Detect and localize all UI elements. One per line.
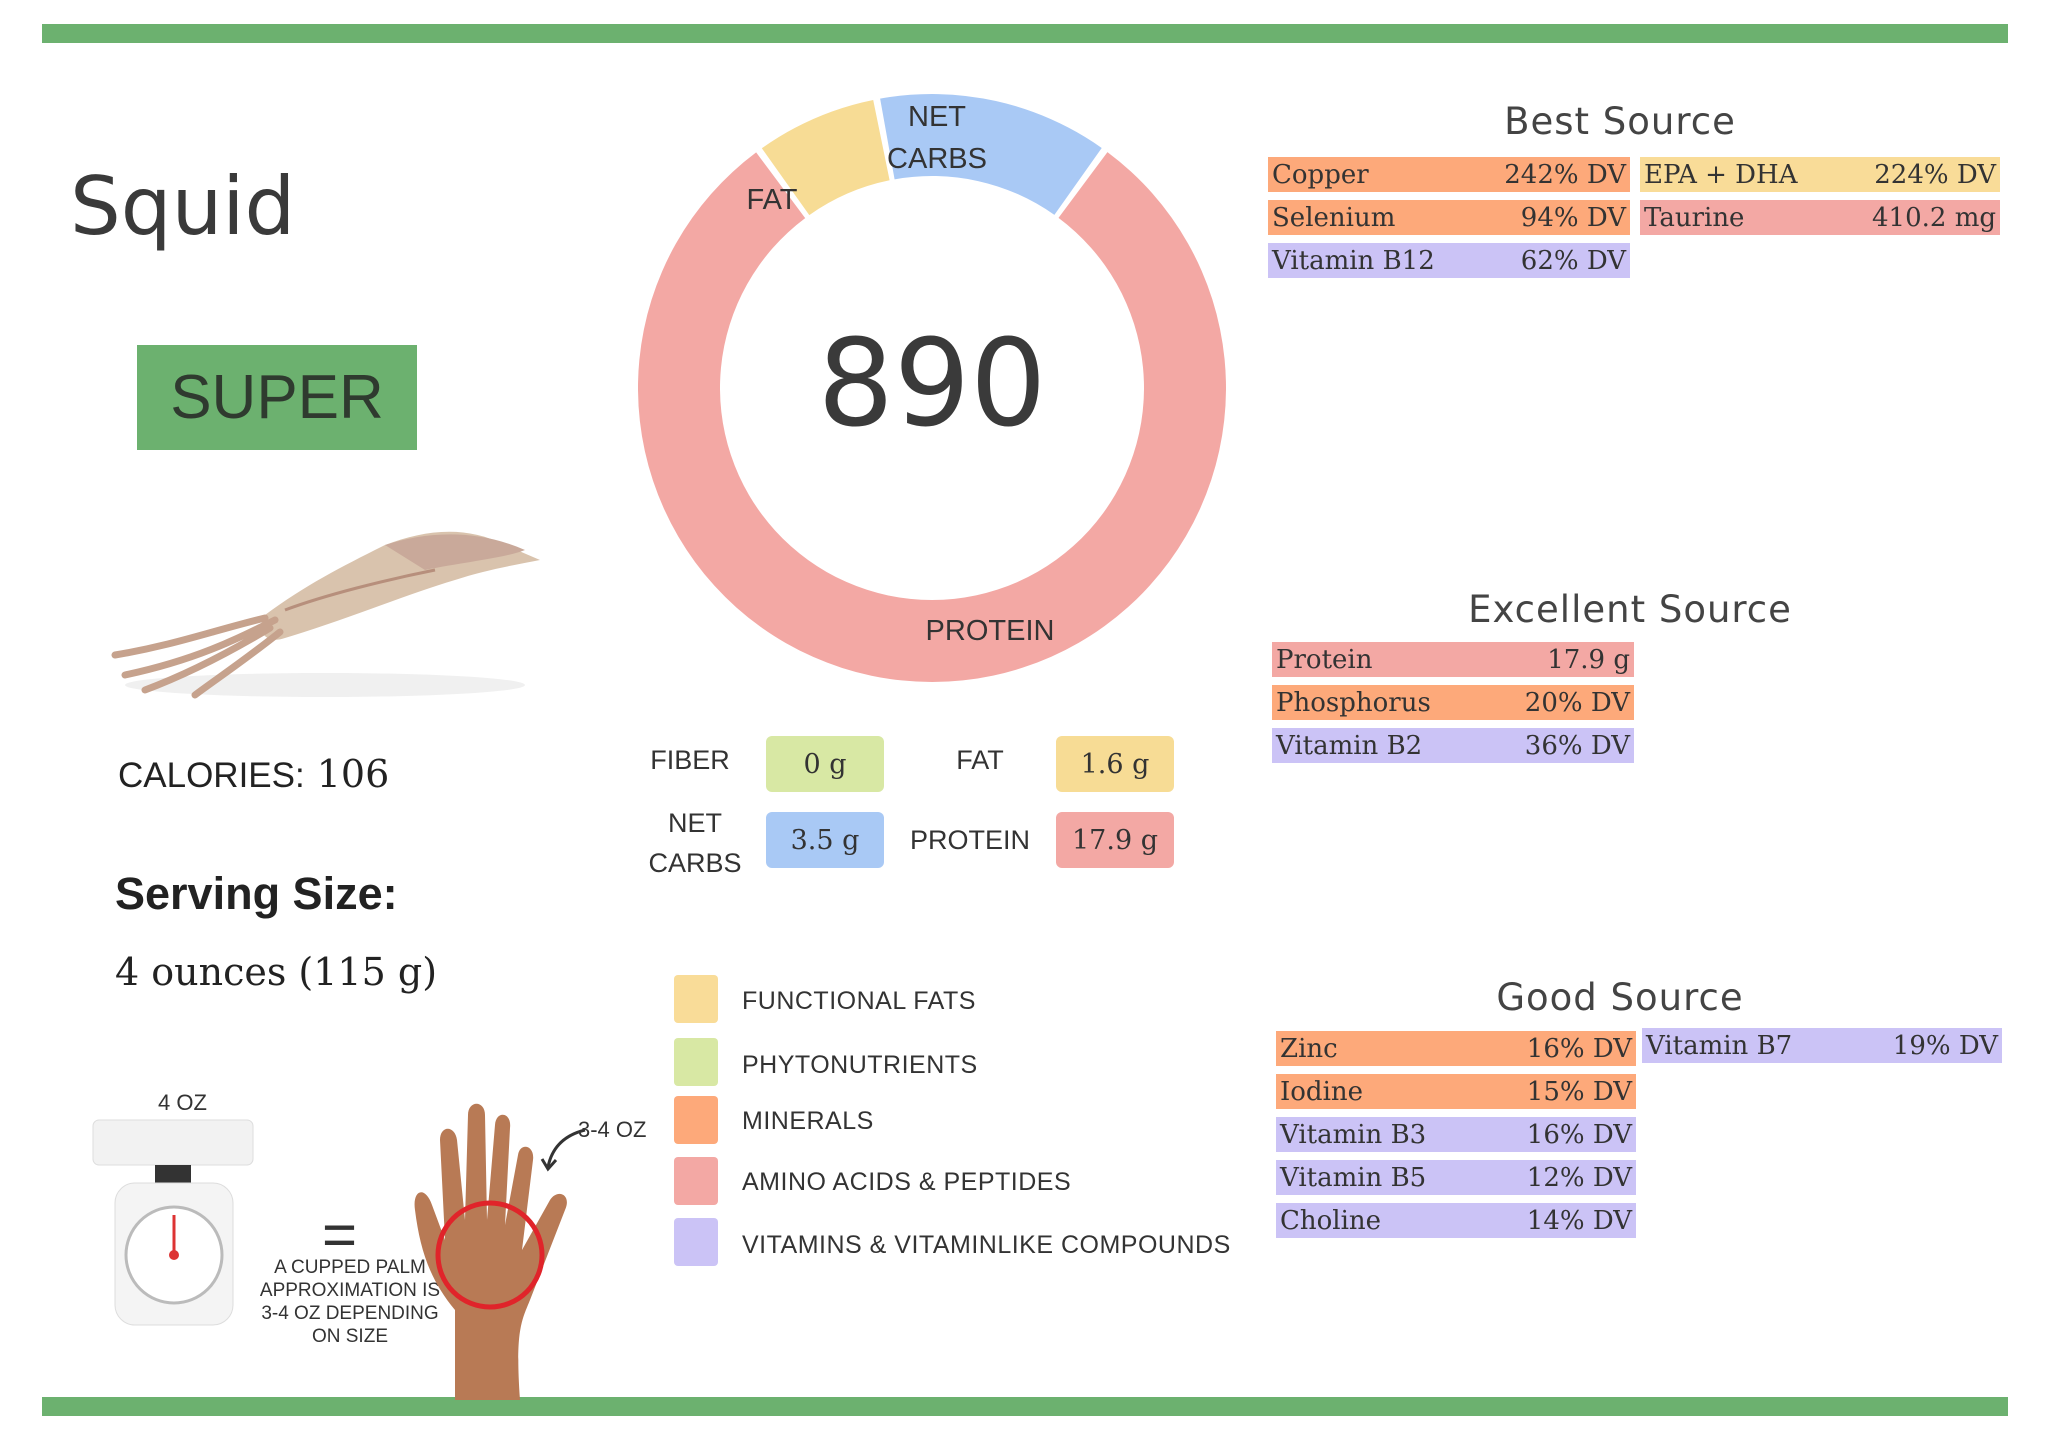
palm-caption: A CUPPED PALM APPROXIMATION IS 3-4 OZ DE… (250, 1256, 450, 1348)
excellent-source-value: 36% DV (1524, 730, 1630, 761)
rating-badge: SUPER (137, 345, 417, 450)
palm-caption-line-4: ON SIZE (311, 1326, 388, 1347)
netcarbs-label: NET CARBS (640, 803, 750, 883)
excellent-source-row: Phosphorus 20% DV (1272, 685, 1634, 720)
best-source-row: Taurine 410.2 mg (1640, 200, 2000, 235)
good-source-row: Vitamin B3 16% DV (1276, 1117, 1636, 1152)
good-source-name: Vitamin B7 (1646, 1030, 1793, 1061)
good-source-row: Vitamin B5 12% DV (1276, 1160, 1636, 1195)
good-source-title: Good Source (1496, 976, 1744, 1019)
palm-caption-line-3: 3-4 OZ DEPENDING (261, 1303, 439, 1324)
excellent-source-title: Excellent Source (1468, 588, 1792, 631)
calories-value: 106 (316, 752, 390, 796)
good-source-name: Zinc (1280, 1033, 1338, 1064)
best-source-name: Taurine (1644, 202, 1745, 233)
donut-protein-label: PROTEIN (926, 615, 1055, 647)
calories: CALORIES: 106 (118, 752, 389, 796)
best-source-value: 242% DV (1504, 159, 1626, 190)
serving-size-label: Serving Size: (115, 868, 398, 919)
serving-size-value: 4 ounces (115 g) (115, 950, 438, 994)
legend-swatch-phytonutrients (674, 1038, 718, 1086)
legend-label-functional-fats: FUNCTIONAL FATS (742, 987, 976, 1015)
good-source-name: Iodine (1280, 1076, 1364, 1107)
legend-label-amino-acids: AMINO ACIDS & PEPTIDES (742, 1168, 1072, 1196)
good-source-row: Zinc 16% DV (1276, 1031, 1636, 1066)
best-source-name: EPA + DHA (1644, 159, 1798, 190)
donut-segment-protein (638, 152, 1226, 682)
legend-label-minerals: MINERALS (742, 1107, 874, 1135)
good-source-value: 15% DV (1526, 1076, 1632, 1107)
legend-swatch-amino-acids (674, 1157, 718, 1205)
palm-caption-line-1: A CUPPED PALM (274, 1257, 426, 1278)
netcarbs-label-line-1: NET (668, 808, 722, 838)
good-source-value: 16% DV (1526, 1033, 1632, 1064)
fat-value: 1.6 g (1056, 736, 1174, 792)
fat-label: FAT (956, 745, 1004, 775)
arrow-icon (540, 1128, 586, 1172)
top-border-bar (42, 24, 2008, 43)
legend-swatch-minerals (674, 1096, 718, 1144)
best-source-value: 224% DV (1874, 159, 1996, 190)
legend-label-phytonutrients: PHYTONUTRIENTS (742, 1051, 978, 1079)
best-source-row: Selenium 94% DV (1268, 200, 1630, 235)
macro-donut-chart: 890 FAT NET CARBS PROTEIN (638, 94, 1226, 682)
good-source-name: Vitamin B5 (1280, 1162, 1427, 1193)
protein-value: 17.9 g (1056, 812, 1174, 868)
donut-segment-fat (761, 99, 890, 216)
scale-label: 4 OZ (158, 1090, 207, 1115)
best-source-name: Vitamin B12 (1272, 245, 1435, 276)
best-source-row: EPA + DHA 224% DV (1640, 157, 2000, 192)
excellent-source-name: Phosphorus (1276, 687, 1431, 718)
legend-swatch-vitamins (674, 1218, 718, 1266)
best-source-row: Copper 242% DV (1268, 157, 1630, 192)
donut-netcarbs-label-2: CARBS (887, 143, 987, 175)
good-source-row: Iodine 15% DV (1276, 1074, 1636, 1109)
best-source-name: Copper (1272, 159, 1369, 190)
good-source-value: 19% DV (1892, 1030, 1998, 1061)
legend-label-vitamins: VITAMINS & VITAMINLIKE COMPOUNDS (742, 1231, 1231, 1259)
excellent-source-name: Vitamin B2 (1276, 730, 1423, 761)
good-source-row: Choline 14% DV (1276, 1203, 1636, 1238)
good-source-row: Vitamin B7 19% DV (1642, 1028, 2002, 1063)
best-source-value: 410.2 mg (1872, 202, 1996, 233)
calories-label: CALORIES: (118, 756, 305, 795)
good-source-name: Choline (1280, 1205, 1382, 1236)
best-source-row: Vitamin B12 62% DV (1268, 243, 1630, 278)
fiber-value: 0 g (766, 736, 884, 792)
good-source-value: 12% DV (1526, 1162, 1632, 1193)
excellent-source-value: 20% DV (1524, 687, 1630, 718)
food-title: Squid (70, 160, 296, 253)
donut-fat-label: FAT (746, 184, 797, 216)
protein-label: PROTEIN (909, 825, 1030, 855)
best-source-value: 62% DV (1520, 245, 1626, 276)
fiber-label: FIBER (650, 745, 730, 775)
squid-image (111, 531, 540, 699)
good-source-value: 14% DV (1526, 1205, 1632, 1236)
equals-sign: = (322, 1201, 358, 1268)
excellent-source-row: Vitamin B2 36% DV (1272, 728, 1634, 763)
palm-oz-label: 3-4 OZ (578, 1117, 647, 1142)
best-source-title: Best Source (1504, 100, 1736, 143)
netcarbs-value: 3.5 g (766, 812, 884, 868)
good-source-name: Vitamin B3 (1280, 1119, 1427, 1150)
excellent-source-row: Protein 17.9 g (1272, 642, 1634, 677)
excellent-source-value: 17.9 g (1547, 644, 1630, 675)
good-source-value: 16% DV (1526, 1119, 1632, 1150)
cupped-palm-icon (414, 1103, 567, 1400)
donut-netcarbs-label-1: NET (908, 101, 966, 133)
bottom-border-bar (42, 1397, 2008, 1416)
donut-segment-net-carbs (880, 94, 1102, 215)
kitchen-scale-icon (92, 1119, 254, 1326)
best-source-value: 94% DV (1520, 202, 1626, 233)
palm-caption-line-2: APPROXIMATION IS (259, 1280, 441, 1301)
donut-center-value: 890 (817, 315, 1046, 454)
best-source-name: Selenium (1272, 202, 1396, 233)
excellent-source-name: Protein (1276, 644, 1373, 675)
legend-swatch-functional-fats (674, 975, 718, 1023)
netcarbs-label-line-2: CARBS (648, 848, 742, 878)
